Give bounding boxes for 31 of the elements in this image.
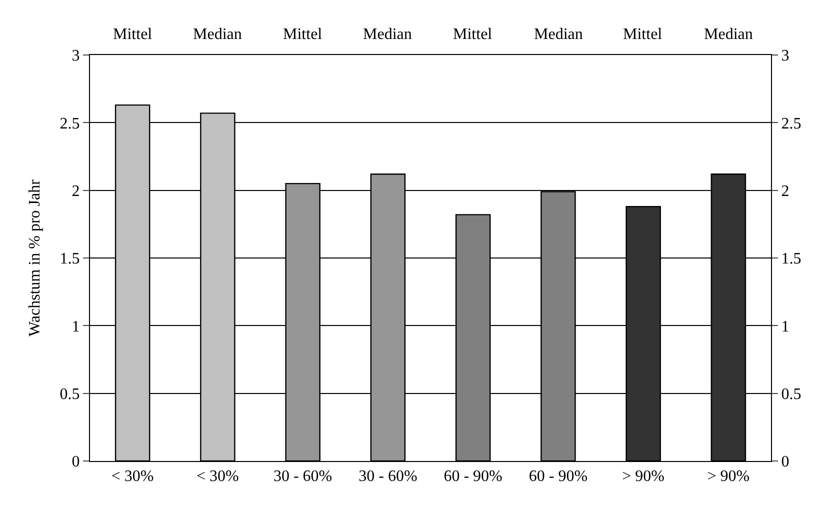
y-tick-label: 0.5 — [60, 386, 80, 403]
y2-tick-label: 2.5 — [781, 115, 802, 132]
y2-tick-label: 1.5 — [781, 250, 802, 268]
x-tick-label: < 30% — [196, 468, 239, 486]
x-tick-label: < 30% — [111, 468, 154, 486]
text: Mittel — [453, 26, 493, 43]
text: Median — [193, 26, 242, 43]
y2-tick-label: 2 — [781, 182, 790, 200]
text: Mittel — [283, 26, 323, 43]
y2-tick-label: 0.5 — [781, 386, 802, 403]
y-tick-label: 1 — [72, 318, 80, 336]
x-tick-label: > 90% — [707, 468, 750, 486]
y-tick-label: 3 — [72, 48, 80, 65]
y-tick-label: 2.5 — [60, 115, 80, 132]
text: Median — [704, 26, 753, 43]
text: Median — [363, 26, 412, 43]
y-tick-label: 1.5 — [60, 250, 80, 268]
y-axis-title: Wachstum in % pro Jahr — [26, 178, 44, 336]
y-tick-label: 0 — [72, 454, 80, 471]
y2-tick-label: 3 — [781, 48, 790, 65]
y2-tick-label: 0 — [781, 454, 790, 471]
y-tick-label: 2 — [72, 182, 80, 200]
x-tick-label: 60 - 90% — [444, 468, 502, 486]
x-tick-label: 30 - 60% — [358, 468, 418, 486]
text: Mittel — [623, 26, 663, 43]
y2-tick-label: 1 — [781, 318, 790, 336]
x-tick-label: > 90% — [622, 468, 664, 486]
x-tick-label: 30 - 60% — [273, 468, 332, 486]
text: Mittel — [113, 26, 153, 43]
x-tick-label: 60 - 90% — [528, 468, 588, 486]
text: Median — [534, 26, 583, 43]
